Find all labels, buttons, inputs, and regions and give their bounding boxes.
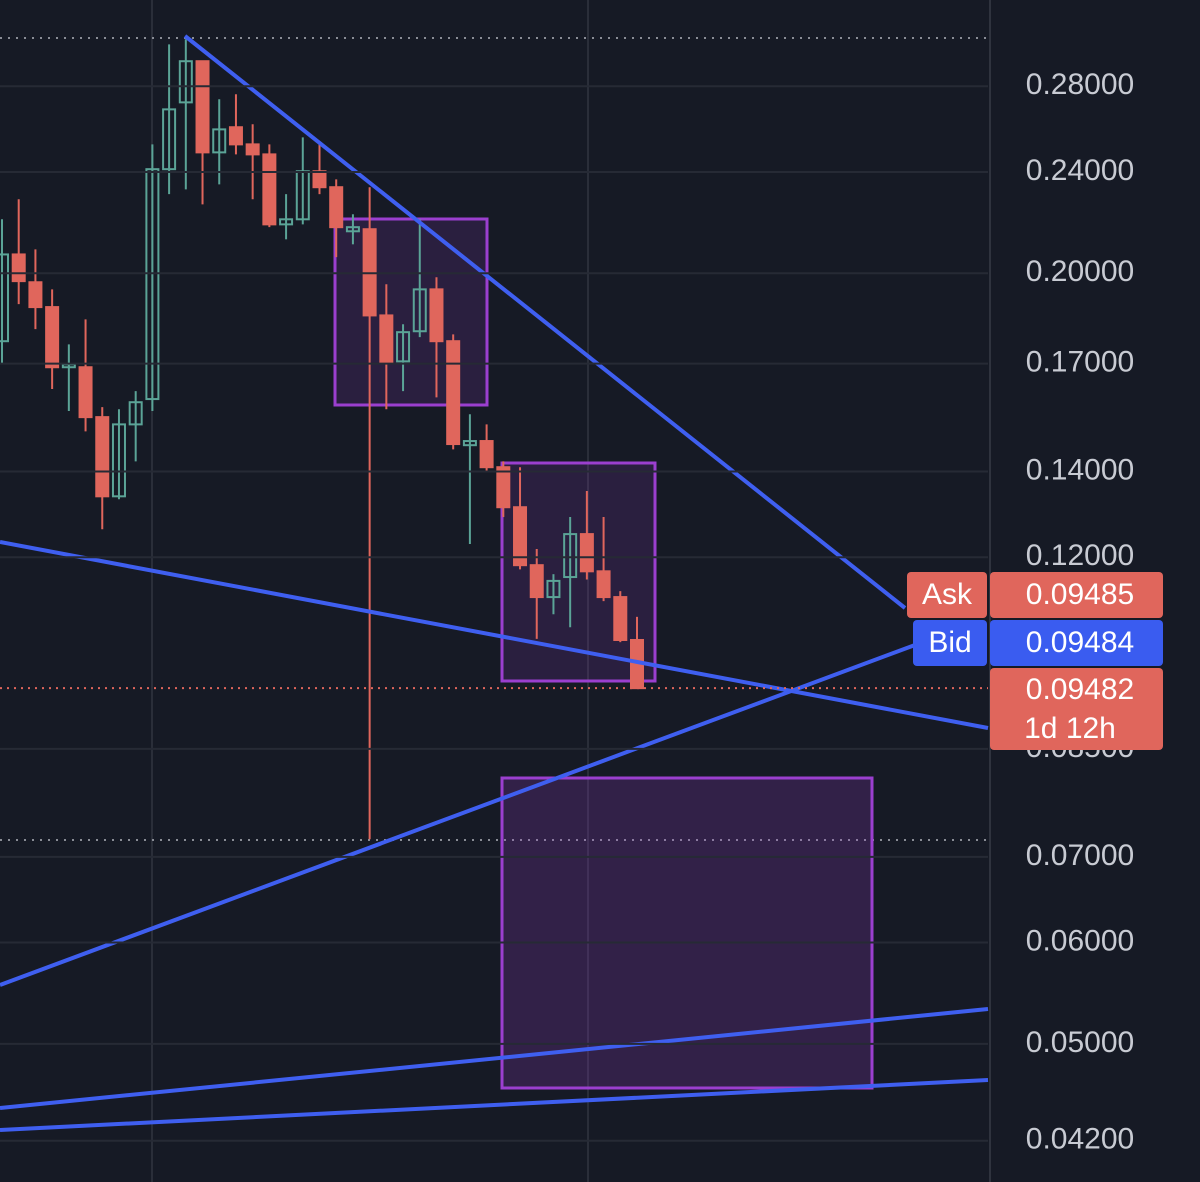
candle-body [596, 570, 611, 599]
candle-body [579, 533, 594, 573]
candle-body [345, 226, 360, 233]
bid-price: 0.09484 [1026, 626, 1134, 659]
candle-body [446, 340, 461, 446]
trend-line [183, 34, 907, 610]
bid-label: Bid [928, 626, 971, 659]
candle-body [195, 60, 210, 154]
candle-body [111, 423, 126, 498]
candle-body [45, 306, 60, 369]
candle-body [95, 416, 110, 498]
y-tick-label: 0.20000 [1026, 255, 1134, 288]
trend-line [0, 1007, 989, 1110]
zone-box [333, 217, 489, 407]
zone-box [500, 776, 874, 1090]
y-tick-label: 0.07000 [1026, 839, 1134, 872]
y-tick-label: 0.14000 [1026, 453, 1134, 486]
y-tick-label: 0.06000 [1026, 924, 1134, 957]
candle-body [563, 533, 578, 579]
candle-body [379, 314, 394, 364]
candle-body [245, 143, 260, 156]
y-tick-label: 0.28000 [1026, 68, 1134, 101]
countdown: 1d 12h [1024, 712, 1116, 745]
candle-body [262, 153, 277, 226]
candle-body [28, 281, 43, 309]
trend-lines [0, 34, 989, 1132]
ask-tag [907, 572, 987, 618]
y-tick-label: 0.04200 [1026, 1123, 1134, 1156]
candle-body [212, 128, 227, 154]
candle-body [462, 440, 477, 447]
bid-price-box [990, 620, 1163, 666]
ask-price: 0.09485 [1026, 578, 1134, 611]
candle-body [412, 288, 427, 333]
candle-body [496, 466, 511, 509]
y-tick-label: 0.05000 [1026, 1026, 1134, 1059]
candle-body [429, 288, 444, 343]
candle-body [162, 108, 177, 171]
quote-labels: Ask 0.09485 Bid 0.09484 0.09482 1d 12h [0, 572, 1163, 750]
candles [0, 39, 644, 840]
trend-line [0, 643, 916, 987]
candle-body [529, 564, 544, 599]
candle-body [329, 186, 344, 229]
candle-body [11, 253, 26, 283]
candle-body [513, 506, 528, 567]
candle-body [0, 253, 9, 343]
ask-price-box [990, 572, 1163, 618]
zone-box [500, 461, 657, 683]
candle-body [178, 60, 193, 104]
candle-body [546, 579, 561, 599]
candle-body [312, 170, 327, 189]
trend-line [0, 540, 989, 730]
candle-body [128, 401, 143, 426]
candle-body [78, 366, 93, 419]
last-price-box [990, 668, 1163, 750]
candle-body [145, 168, 160, 401]
last-price: 0.09482 [1026, 673, 1134, 706]
y-tick-label: 0.12000 [1026, 539, 1134, 572]
candle-body [613, 596, 628, 642]
y-tick-label: 0.24000 [1026, 154, 1134, 187]
candle-body [479, 440, 494, 469]
candle-body [228, 126, 243, 146]
y-tick-label: 0.17000 [1026, 346, 1134, 379]
bid-tag [913, 620, 987, 666]
drawings [333, 217, 874, 1090]
candle-body [279, 218, 294, 226]
candle-body [396, 331, 411, 363]
ask-label: Ask [922, 578, 973, 611]
trend-line [0, 1078, 989, 1132]
